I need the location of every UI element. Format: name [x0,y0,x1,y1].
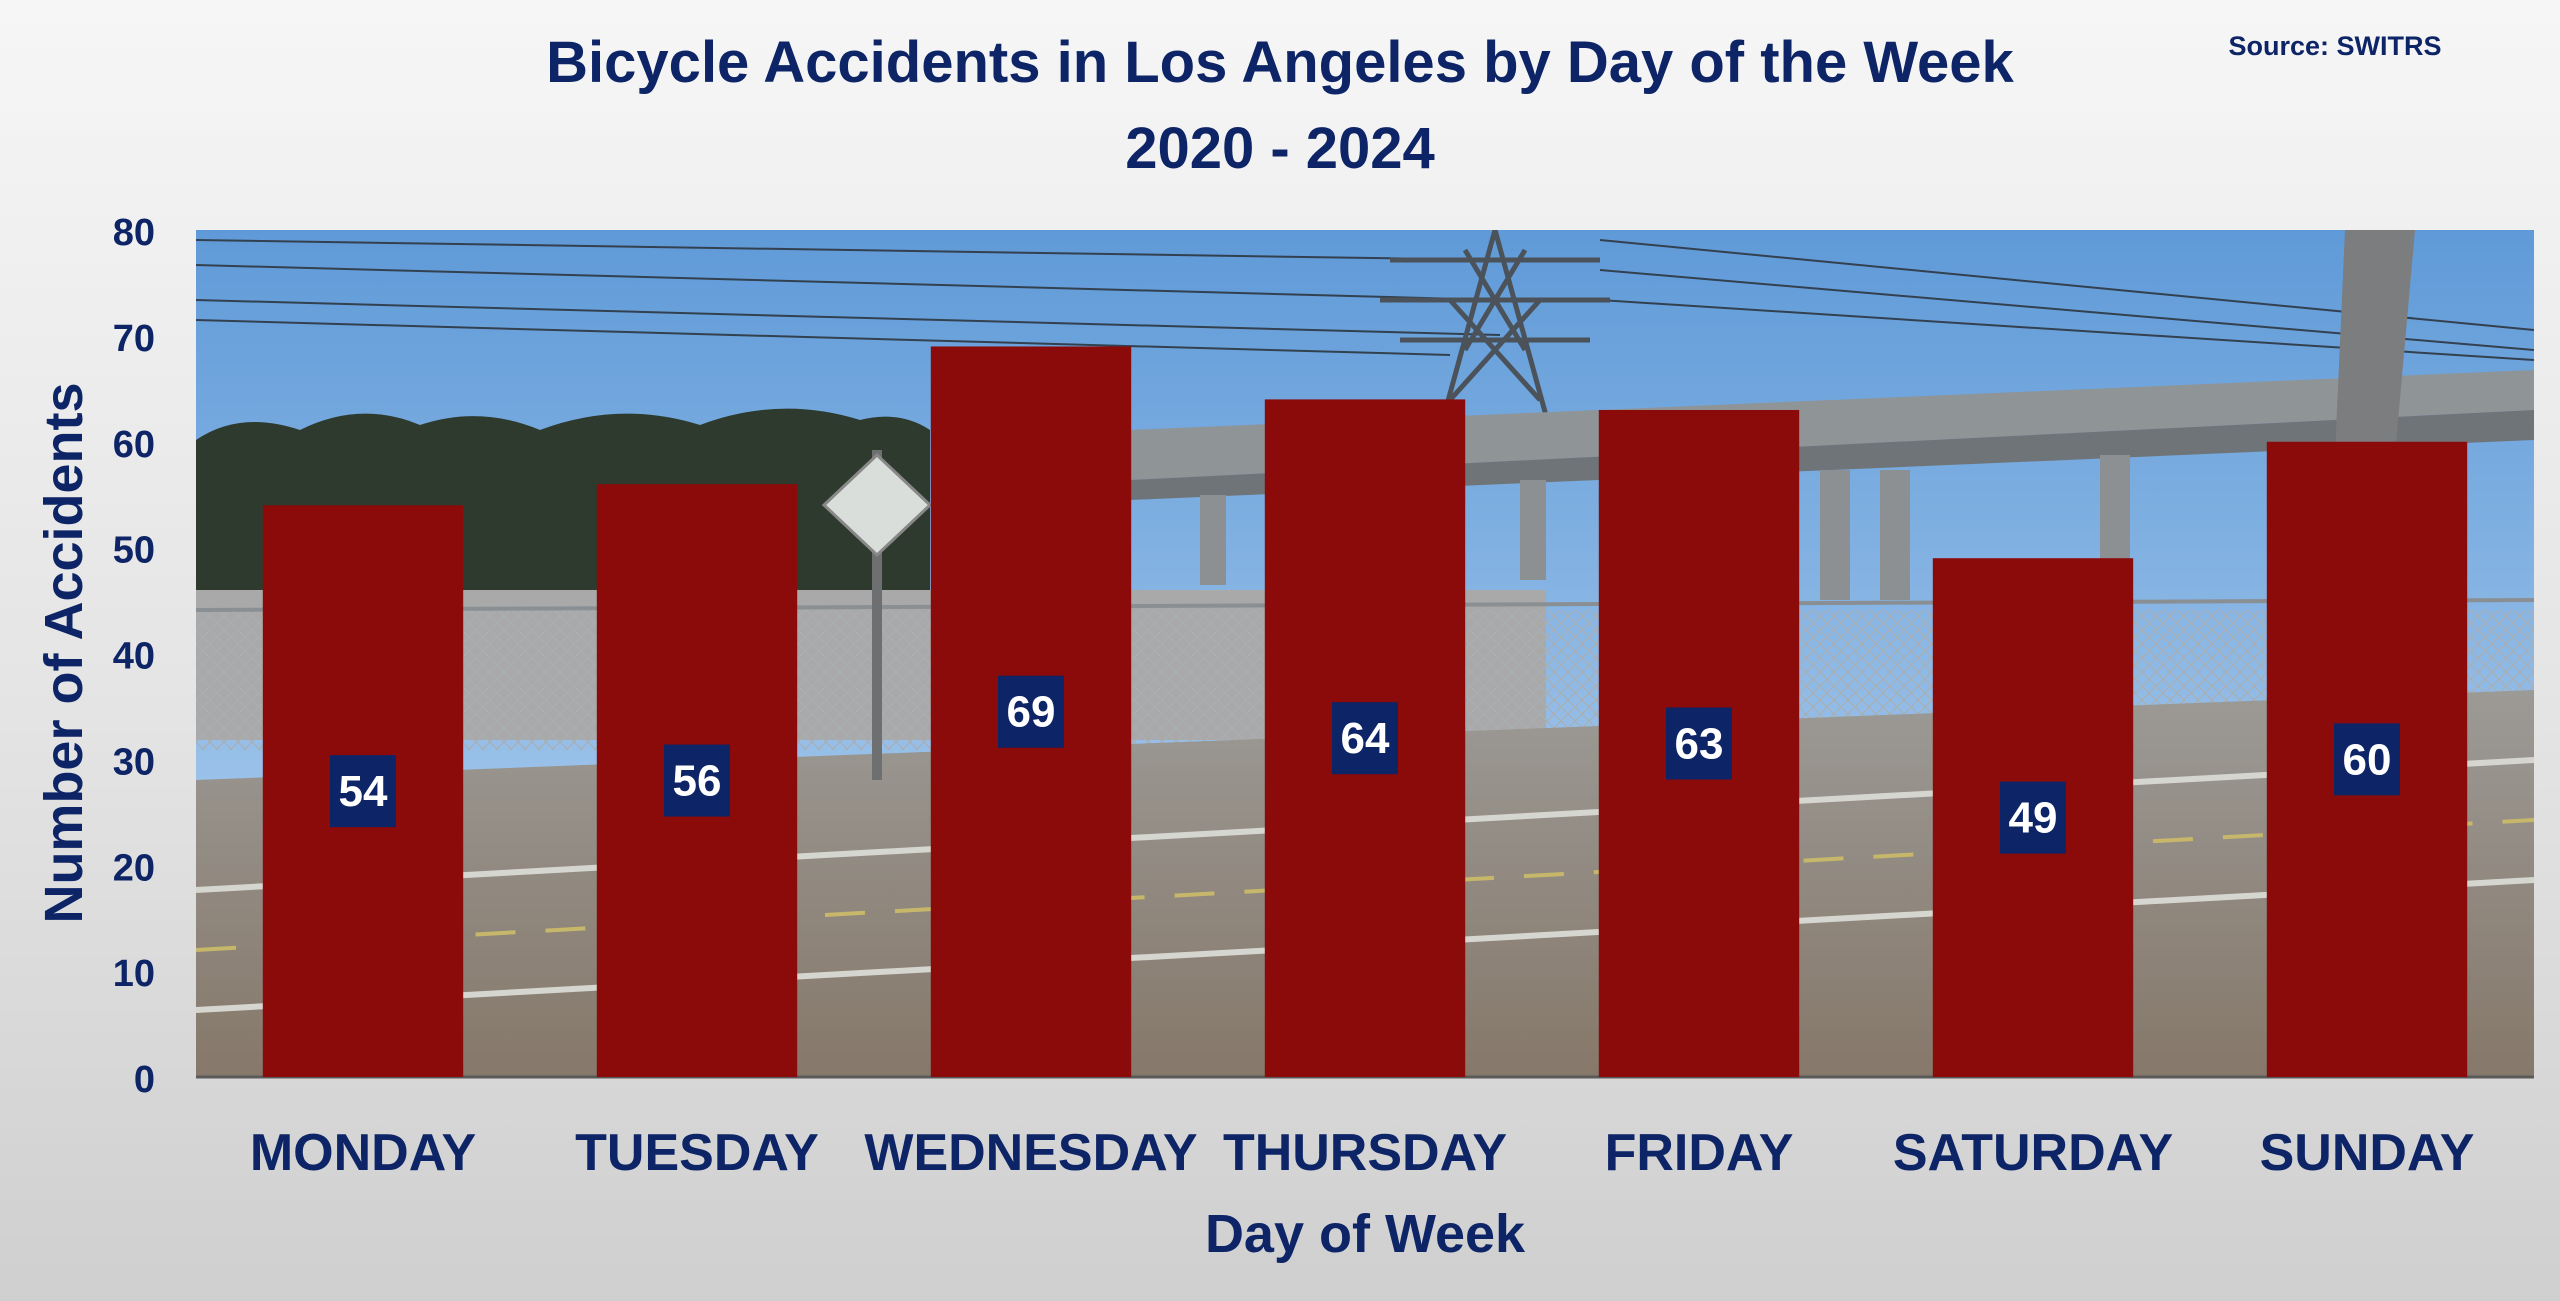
x-tick-label: THURSDAY [1223,1124,1507,1182]
y-tick-label: 10 [113,953,155,995]
data-label-box [998,675,1064,748]
data-label-box [1666,707,1732,780]
data-label: 64 [1341,714,1390,763]
data-label-box [330,755,396,828]
data-label: 69 [1007,688,1056,737]
y-tick-label: 30 [113,741,155,783]
x-axis-title: Day of Week [1205,1204,1526,1264]
x-tick-label: SATURDAY [1893,1124,2173,1182]
data-label-box [2000,781,2066,854]
y-tick-label: 50 [113,530,155,572]
x-tick-label: MONDAY [250,1124,476,1182]
chart-subtitle: 2020 - 2024 [1125,116,1435,181]
y-tick-label: 70 [113,318,155,360]
x-tick-label: WEDNESDAY [864,1124,1197,1182]
data-label-box [2334,723,2400,796]
chart-title: Bicycle Accidents in Los Angeles by Day … [546,30,2014,95]
y-tick-label: 20 [113,847,155,889]
data-label: 56 [673,757,722,806]
x-tick-label: TUESDAY [575,1124,819,1182]
y-tick-label: 80 [113,212,155,254]
data-label: 54 [339,767,388,816]
y-axis-title: Number of Accidents [34,382,94,923]
data-label-box [664,744,730,817]
y-tick-label: 40 [113,636,155,678]
data-label-box [1332,702,1398,775]
data-label: 63 [1675,719,1724,768]
x-tick-label: SUNDAY [2260,1124,2475,1182]
source-note: Source: SWITRS [2228,31,2441,61]
y-tick-label: 0 [134,1059,155,1101]
data-label: 49 [2009,794,2058,843]
data-label: 60 [2343,735,2392,784]
x-tick-label: FRIDAY [1605,1124,1794,1182]
y-tick-label: 60 [113,424,155,466]
